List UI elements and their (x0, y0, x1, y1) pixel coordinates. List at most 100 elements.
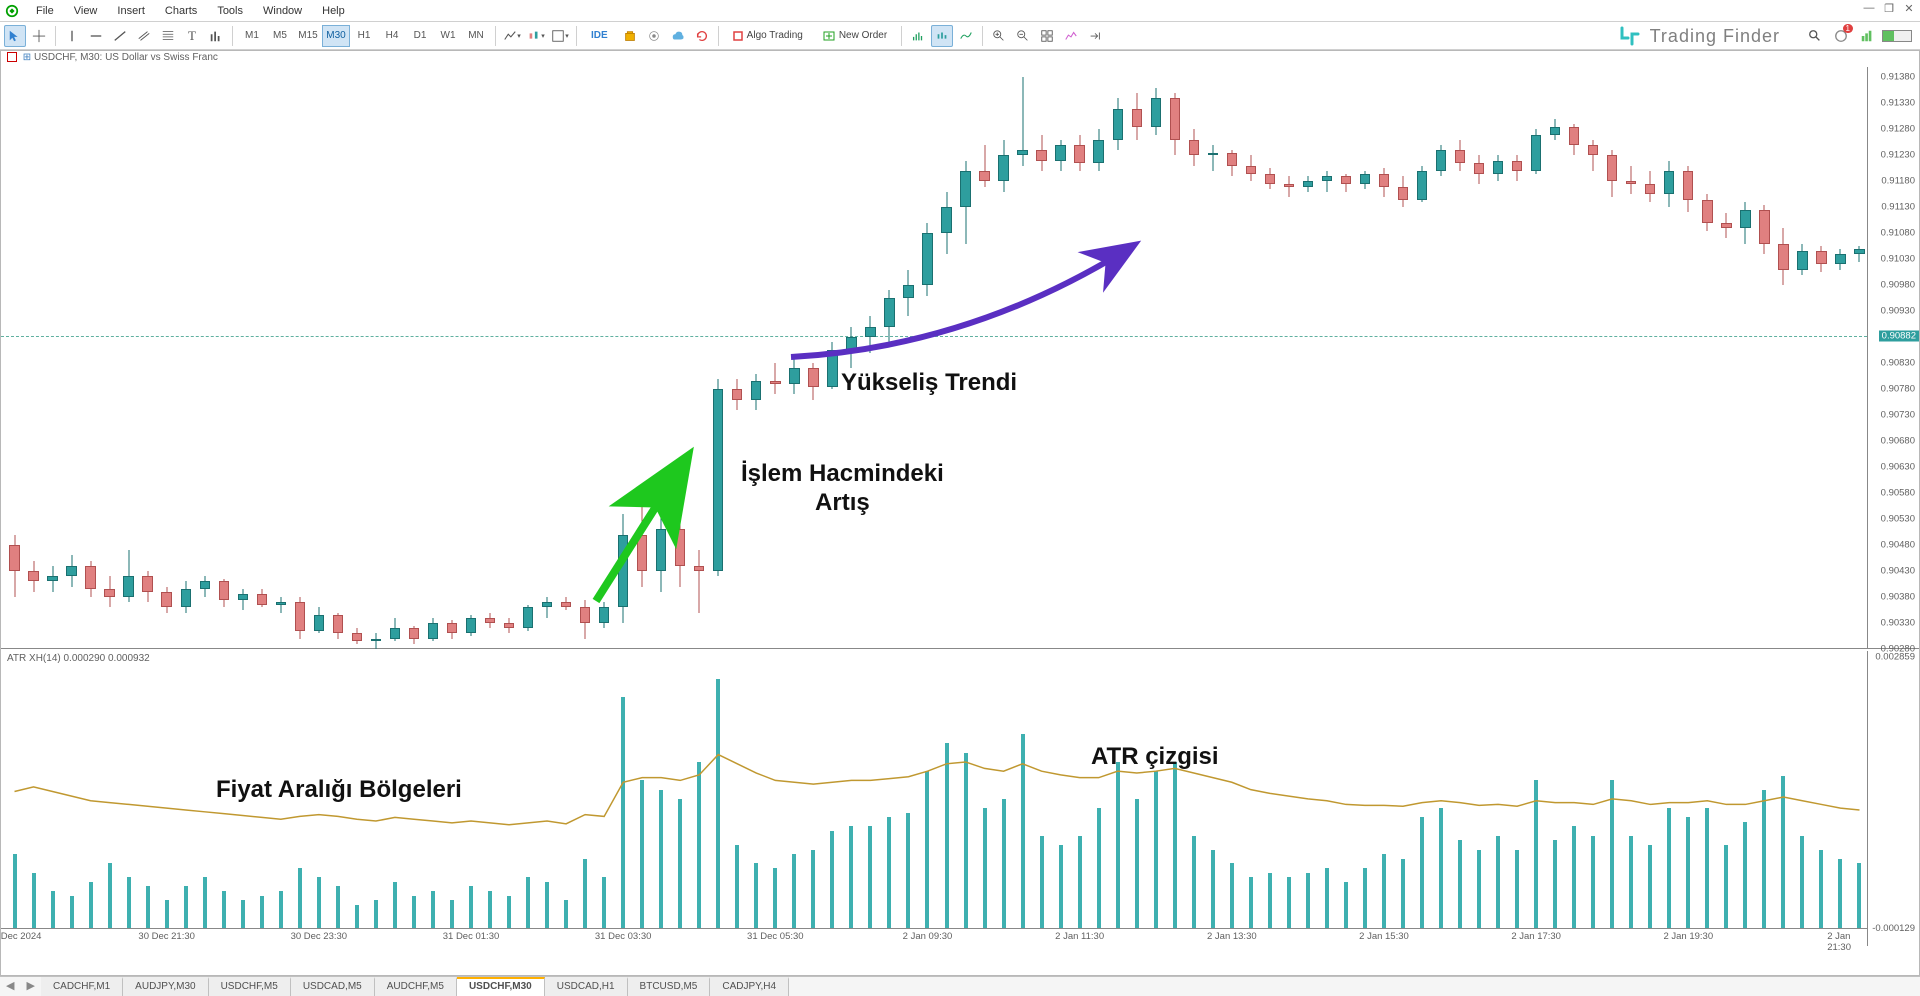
chart-tab[interactable]: AUDJPY,M30 (123, 977, 208, 996)
y-tick: 0.91130 (1881, 202, 1915, 213)
chart-tab[interactable]: CADCHF,M1 (41, 977, 123, 996)
volume-bar (640, 780, 644, 928)
timeframe-mn[interactable]: MN (462, 25, 490, 47)
objects-tool-icon[interactable] (205, 25, 227, 47)
volume-bar (412, 896, 416, 928)
indicator-panel[interactable]: ATR XH(14) 0.000290 0.000932 0.002859 -0… (1, 651, 1919, 946)
ide-button[interactable]: IDE (582, 25, 617, 47)
chart-settings-icon[interactable]: ▾ (549, 25, 571, 47)
x-tick: 30 Dec 21:30 (138, 931, 195, 942)
line-chart-icon[interactable]: ▾ (501, 25, 523, 47)
zoom-out-icon[interactable] (1012, 25, 1034, 47)
menu-view[interactable]: View (64, 3, 108, 19)
timeframe-h1[interactable]: H1 (350, 25, 378, 47)
volume-bar (716, 679, 720, 928)
line-icon[interactable] (955, 25, 977, 47)
menu-charts[interactable]: Charts (155, 3, 207, 19)
bars-up-icon[interactable] (907, 25, 929, 47)
price-panel[interactable]: 0.913800.913300.912800.912300.911800.911… (1, 67, 1919, 649)
candle (27, 67, 39, 649)
volume-bar (849, 826, 853, 928)
candle (1226, 67, 1238, 649)
timeframe-h4[interactable]: H4 (378, 25, 406, 47)
timeframe-d1[interactable]: D1 (406, 25, 434, 47)
candle (1815, 67, 1827, 649)
zoom-in-icon[interactable] (988, 25, 1010, 47)
signals-icon[interactable] (643, 25, 665, 47)
timeframe-m5[interactable]: M5 (266, 25, 294, 47)
candle (1549, 67, 1561, 649)
volume-bar (1211, 850, 1215, 928)
stats-icon[interactable] (1856, 25, 1878, 47)
alerts-icon[interactable]: 1 (1830, 25, 1852, 47)
candle (1644, 67, 1656, 649)
vps-icon[interactable] (667, 25, 689, 47)
menu-tools[interactable]: Tools (207, 3, 253, 19)
candle (1112, 67, 1124, 649)
chart-tab[interactable]: BTCUSD,M5 (628, 977, 711, 996)
timeframe-w1[interactable]: W1 (434, 25, 462, 47)
text-tool-icon[interactable]: T (181, 25, 203, 47)
chart-tab[interactable]: USDCAD,H1 (545, 977, 628, 996)
trendline-tool-icon[interactable] (109, 25, 131, 47)
menu-file[interactable]: File (26, 3, 64, 19)
price-y-axis: 0.913800.913300.912800.912300.911800.911… (1867, 67, 1919, 648)
cursor-tool-icon[interactable] (4, 25, 26, 47)
volume-bar (526, 877, 530, 928)
volume-bar (1515, 850, 1519, 928)
volume-bar (945, 743, 949, 928)
chart-tab[interactable]: USDCAD,M5 (291, 977, 375, 996)
timeframe-m15[interactable]: M15 (294, 25, 322, 47)
candle (978, 67, 990, 649)
menu-insert[interactable]: Insert (107, 3, 155, 19)
candle (997, 67, 1009, 649)
candle (1739, 67, 1751, 649)
algo-trading-button[interactable]: Algo Trading (724, 25, 812, 47)
crosshair-tool-icon[interactable] (28, 25, 50, 47)
volume-bar (355, 905, 359, 928)
menu-window[interactable]: Window (253, 3, 312, 19)
chart-tab[interactable]: AUDCHF,M5 (375, 977, 457, 996)
candle (1663, 67, 1675, 649)
close-icon[interactable]: ✕ (1902, 2, 1916, 15)
candle (294, 67, 306, 649)
search-icon[interactable] (1804, 25, 1826, 47)
volume-bar (1629, 836, 1633, 928)
refresh-icon[interactable] (691, 25, 713, 47)
restore-icon[interactable]: ❐ (1882, 2, 1896, 15)
candle (218, 67, 230, 649)
hline-tool-icon[interactable] (85, 25, 107, 47)
chart-tab[interactable]: USDCHF,M30 (457, 977, 545, 996)
volume-bar (260, 896, 264, 928)
candles-icon[interactable] (931, 25, 953, 47)
x-tick: 31 Dec 03:30 (595, 931, 652, 942)
menu-help[interactable]: Help (312, 3, 355, 19)
indicator-icon[interactable] (1060, 25, 1082, 47)
y-tick: 0.91330 (1881, 98, 1915, 109)
tab-prev-icon[interactable]: ◀ (0, 977, 20, 996)
market-icon[interactable] (619, 25, 641, 47)
channel-tool-icon[interactable] (133, 25, 155, 47)
app-logo-icon (4, 3, 20, 19)
candle (1340, 67, 1352, 649)
vline-tool-icon[interactable] (61, 25, 83, 47)
volume-bar (1496, 836, 1500, 928)
minimize-icon[interactable]: — (1862, 2, 1876, 15)
candle (1321, 67, 1333, 649)
candle (1150, 67, 1162, 649)
candle (636, 67, 648, 649)
candle-chart-icon[interactable]: ▾ (525, 25, 547, 47)
new-order-button[interactable]: New Order (814, 25, 896, 47)
grid-icon[interactable] (1036, 25, 1058, 47)
shift-icon[interactable] (1084, 25, 1106, 47)
timeframe-m1[interactable]: M1 (238, 25, 266, 47)
tab-next-icon[interactable]: ▶ (20, 977, 40, 996)
chart-tab[interactable]: CADJPY,H4 (710, 977, 789, 996)
fib-tool-icon[interactable] (157, 25, 179, 47)
candle (655, 67, 667, 649)
candle (1796, 67, 1808, 649)
candle (522, 67, 534, 649)
timeframe-m30[interactable]: M30 (322, 25, 350, 47)
volume-bar (1458, 840, 1462, 928)
chart-tab[interactable]: USDCHF,M5 (209, 977, 291, 996)
